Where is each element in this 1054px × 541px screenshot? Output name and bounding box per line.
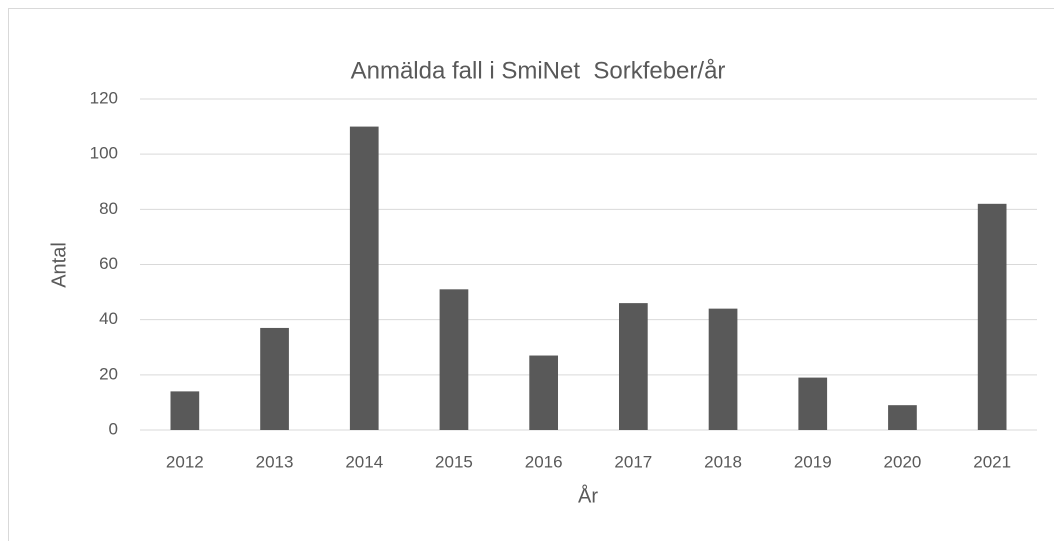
y-tick-label: 100 (90, 144, 118, 163)
x-tick-label: 2020 (884, 452, 922, 471)
y-tick-label: 40 (99, 309, 118, 328)
y-tick-label: 60 (99, 254, 118, 273)
bar (618, 303, 648, 430)
x-axis-title: År (578, 484, 598, 507)
x-tick-label: 2018 (704, 452, 742, 471)
bar (977, 203, 1007, 430)
bar (708, 308, 738, 430)
x-tick-label: 2014 (345, 452, 383, 471)
y-tick-label: 80 (99, 199, 118, 218)
chart-title: Anmälda fall i SmiNet Sorkfeber/år (351, 57, 726, 84)
x-tick-label: 2016 (525, 452, 563, 471)
x-tick-label: 2017 (614, 452, 652, 471)
bar (170, 391, 200, 430)
bar (529, 355, 559, 430)
y-tick-label: 120 (90, 88, 118, 107)
bar (798, 377, 828, 430)
bar (439, 289, 469, 430)
x-tick-label: 2015 (435, 452, 473, 471)
bar (888, 405, 917, 430)
x-tick-label: 2013 (256, 452, 294, 471)
bar (349, 126, 379, 430)
bar (260, 327, 289, 430)
chart-frame (8, 8, 1054, 541)
x-tick-label: 2021 (973, 452, 1011, 471)
y-tick-label: 0 (109, 419, 118, 438)
y-tick-label: 20 (99, 364, 118, 383)
x-tick-label: 2019 (794, 452, 832, 471)
x-tick-label: 2012 (166, 452, 204, 471)
y-axis-title: Antal (48, 242, 70, 288)
